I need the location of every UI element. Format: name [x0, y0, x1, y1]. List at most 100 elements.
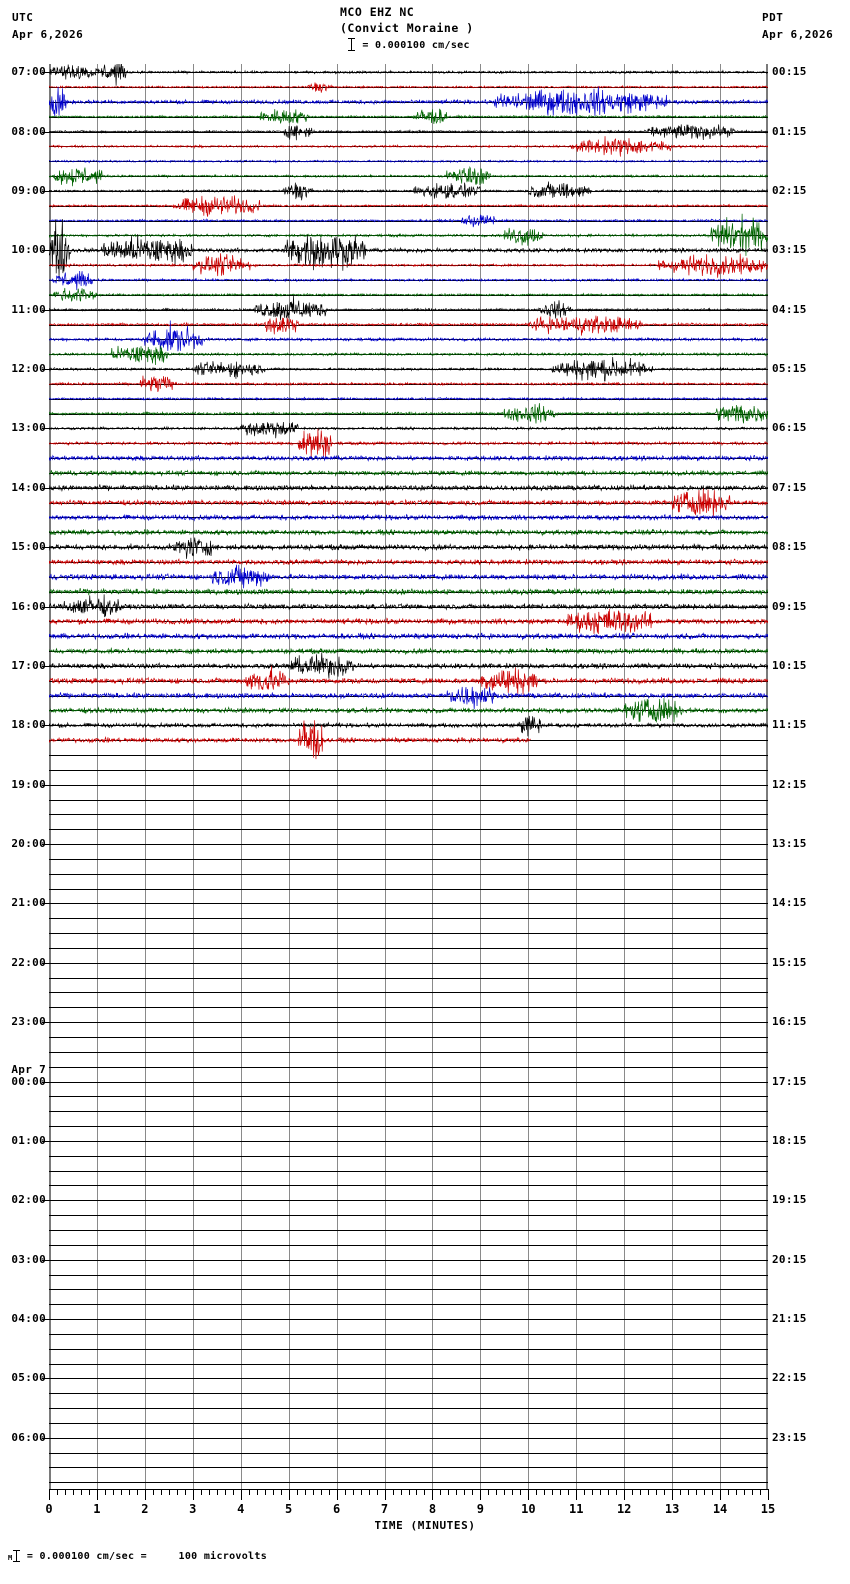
hour-tick-left — [42, 1141, 49, 1142]
x-tick-minor — [424, 1489, 425, 1495]
x-tick-minor — [409, 1489, 410, 1495]
vertical-gridline — [337, 64, 338, 1489]
x-tick-minor — [560, 1489, 561, 1495]
utc-hour-label: 16:00 — [11, 599, 46, 613]
x-tick-minor — [600, 1489, 601, 1495]
x-tick-minor — [401, 1489, 402, 1495]
x-tick-minor — [161, 1489, 162, 1495]
trace-row-40 — [49, 652, 768, 679]
horizontal-gridline — [49, 517, 768, 518]
hour-tick-left — [42, 547, 49, 548]
vertical-gridline — [241, 64, 242, 1489]
horizontal-gridline — [49, 963, 768, 964]
trace-row-41 — [49, 665, 768, 696]
utc-hour-label: 09:00 — [11, 183, 46, 197]
trace-row-31 — [49, 528, 768, 537]
date-right-label: Apr 6,2026 — [762, 28, 834, 41]
horizontal-gridline — [49, 1245, 768, 1246]
horizontal-gridline — [49, 1438, 768, 1439]
x-tick-label: 5 — [285, 1502, 293, 1516]
x-tick-major — [624, 1489, 625, 1500]
x-tick-minor — [456, 1489, 457, 1495]
x-tick-major — [241, 1489, 242, 1500]
trace-row-26 — [49, 454, 768, 462]
utc-hour-label: 11:00 — [11, 302, 46, 316]
x-axis-title: TIME (MINUTES) — [374, 1519, 476, 1532]
x-tick-minor — [544, 1489, 545, 1495]
trace-row-21 — [49, 375, 768, 392]
trace-row-25 — [49, 428, 768, 458]
trace-row-16 — [49, 296, 768, 321]
x-tick-label: 13 — [664, 1502, 680, 1516]
x-tick-label: 6 — [332, 1502, 341, 1516]
x-tick-minor — [488, 1489, 489, 1495]
x-tick-minor — [568, 1489, 569, 1495]
utc-hour-label: 08:00 — [11, 124, 46, 138]
x-tick-major — [528, 1489, 529, 1500]
x-tick-minor — [121, 1489, 122, 1495]
x-tick-minor — [129, 1489, 130, 1495]
trace-row-6 — [49, 159, 768, 164]
x-tick-minor — [361, 1489, 362, 1495]
hour-tick-left — [42, 132, 49, 133]
hour-tick-left — [42, 428, 49, 429]
x-tick-label: 1 — [93, 1502, 101, 1516]
x-tick-minor — [616, 1489, 617, 1495]
utc-hour-label: 21:00 — [11, 896, 46, 910]
hour-tick-left — [42, 1260, 49, 1261]
hour-tick-left — [42, 1200, 49, 1201]
utc-date-divider-label: Apr 7 — [11, 1062, 46, 1076]
x-tick-minor — [209, 1489, 210, 1495]
horizontal-gridline — [49, 414, 768, 415]
x-tick-minor — [345, 1489, 346, 1495]
x-tick-label: 14 — [712, 1502, 728, 1516]
horizontal-gridline — [49, 1289, 768, 1290]
vertical-gridline — [624, 64, 625, 1489]
amplitude-bar-icon-small — [12, 1550, 21, 1562]
x-tick-major — [385, 1489, 386, 1500]
horizontal-gridline — [49, 503, 768, 504]
timezone-left-label: UTC — [12, 11, 34, 24]
utc-hour-label: 10:00 — [11, 243, 46, 257]
horizontal-gridline — [49, 1482, 768, 1483]
horizontal-gridline — [49, 265, 768, 266]
x-tick-label: 11 — [569, 1502, 584, 1516]
x-tick-minor — [57, 1489, 58, 1495]
horizontal-gridline — [49, 1319, 768, 1320]
x-tick-major — [49, 1489, 50, 1500]
hour-tick-left — [42, 785, 49, 786]
x-tick-label: 10 — [521, 1502, 536, 1516]
horizontal-gridline — [49, 1393, 768, 1394]
trace-row-22 — [49, 396, 768, 402]
horizontal-gridline — [49, 161, 768, 162]
horizontal-gridline — [49, 800, 768, 801]
horizontal-gridline — [49, 1467, 768, 1468]
trace-row-35 — [49, 587, 768, 596]
x-tick-minor — [113, 1489, 114, 1495]
vertical-gridline — [480, 64, 481, 1489]
vertical-gridline — [97, 64, 98, 1489]
utc-hour-label: 02:00 — [11, 1193, 46, 1207]
amplitude-bar-icon — [347, 38, 356, 51]
x-tick-label: 3 — [189, 1502, 197, 1516]
x-tick-minor — [177, 1489, 178, 1495]
horizontal-gridline — [49, 903, 768, 904]
vertical-gridline — [432, 64, 433, 1489]
x-tick-minor — [592, 1489, 593, 1495]
horizontal-gridline — [49, 755, 768, 756]
x-tick-minor — [73, 1489, 74, 1495]
trace-row-17 — [49, 315, 768, 336]
vertical-gridline — [145, 64, 146, 1489]
horizontal-gridline — [49, 1022, 768, 1023]
x-tick-major — [768, 1489, 769, 1500]
utc-hour-label: 19:00 — [11, 777, 46, 791]
hour-tick-left — [42, 666, 49, 667]
footer-scale-text: = 0.000100 cm/sec = 100 microvolts — [26, 1551, 268, 1562]
trace-row-44 — [49, 715, 768, 737]
horizontal-gridline — [49, 1037, 768, 1038]
trace-row-5 — [49, 136, 768, 157]
x-axis-line — [49, 1489, 768, 1490]
trace-row-19 — [49, 345, 768, 366]
x-tick-minor — [496, 1489, 497, 1495]
x-tick-minor — [305, 1489, 306, 1495]
